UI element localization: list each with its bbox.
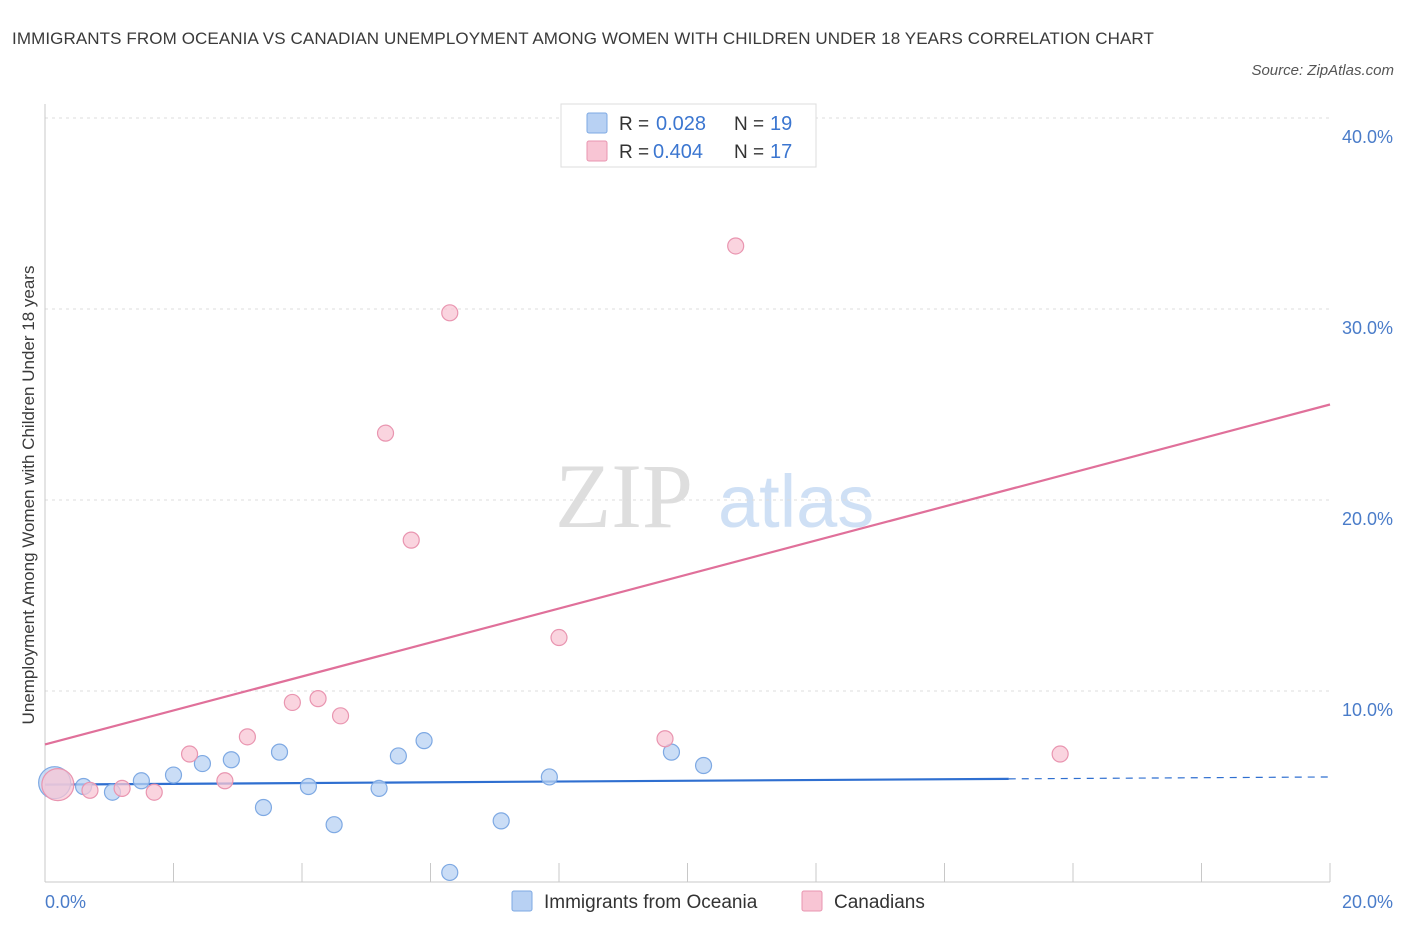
legend-pink-swatch (586, 140, 608, 162)
watermark-atlas: atlas (718, 460, 874, 543)
blue-point-3 (132, 772, 150, 790)
pink-point-15 (727, 237, 745, 255)
x-tick-label-0: 0.0% (45, 892, 86, 912)
grid-lines (45, 117, 1330, 692)
blue-point-7 (254, 798, 273, 817)
y-tick-labels: 10.0% 20.0% 30.0% 40.0% (1342, 127, 1393, 720)
pink-point-8 (309, 690, 327, 708)
legend-blue-swatch (586, 112, 608, 134)
blue-point-18 (694, 756, 713, 775)
pink-point-4 (180, 745, 199, 763)
blue-point-12 (389, 747, 407, 765)
blue-point-9 (299, 777, 318, 796)
pink-point-0 (41, 767, 75, 802)
pink-point-3 (145, 783, 163, 801)
blue-point-5 (193, 754, 212, 773)
y-tick-label-2: 30.0% (1342, 318, 1393, 338)
pink-point-5 (216, 772, 234, 790)
bottom-legend-blue-swatch (511, 890, 533, 912)
pink-point-12 (441, 304, 459, 322)
pink-point-11 (402, 531, 420, 549)
legend-pink-n-label: N = (734, 142, 764, 163)
blue-point-13 (415, 732, 433, 750)
pink-point-6 (238, 728, 256, 746)
bottom-legend-blue-label: Immigrants from Oceania (544, 892, 758, 913)
blue-point-8 (270, 743, 289, 761)
trend-lines (44, 403, 1331, 786)
pink-point-14 (656, 730, 674, 748)
chart-title: IMMIGRANTS FROM OCEANIA VS CANADIAN UNEM… (12, 29, 1154, 48)
legend-pink-n-value: 17 (770, 141, 792, 163)
legend-box: R = 0.028 N = 19 R = 0.404 N = 17 (560, 103, 817, 168)
legend-pink-r-label: R = (619, 142, 649, 163)
blue-point-4 (164, 766, 183, 784)
y-tick-label-0: 10.0% (1342, 700, 1393, 720)
blue-point-6 (222, 751, 240, 769)
blue-point-16 (540, 768, 558, 786)
pink-point-16 (1051, 745, 1069, 763)
pink-point-13 (550, 628, 568, 647)
pink-point-9 (331, 707, 350, 725)
blue-point-14 (441, 863, 459, 882)
legend-blue-n-value: 19 (770, 113, 792, 135)
pink-point-7 (283, 693, 301, 712)
blue-point-10 (325, 816, 343, 834)
pink-point-1 (81, 781, 99, 799)
y-tick-label-3: 40.0% (1342, 127, 1393, 147)
blue-point-11 (370, 779, 388, 798)
legend-blue-r-label: R = (619, 114, 649, 135)
blue-point-15 (492, 812, 510, 830)
x-tick-labels: 0.0% 20.0% (45, 892, 1393, 912)
bottom-legend-pink-swatch (801, 890, 823, 912)
y-tick-label-1: 20.0% (1342, 509, 1393, 529)
blue-trend-extension (1008, 776, 1331, 780)
y-axis-label: Unemployment Among Women with Children U… (19, 266, 38, 725)
legend-blue-r-value: 0.028 (656, 113, 706, 135)
legend-pink-r-value: 0.404 (653, 141, 703, 163)
axes (44, 104, 1331, 883)
bottom-legend-pink-label: Canadians (834, 892, 925, 913)
blue-trend-line (44, 777, 1009, 786)
source-label: Source: ZipAtlas.com (1251, 62, 1394, 79)
legend-blue-n-label: N = (734, 114, 764, 135)
x-tick-label-1: 20.0% (1342, 892, 1393, 912)
pink-point-2 (113, 779, 131, 798)
pink-point-10 (376, 424, 395, 442)
bottom-legend: Immigrants from Oceania Canadians (511, 890, 925, 913)
data-points (38, 237, 1069, 882)
watermark-zip: ZIP (555, 445, 693, 547)
pink-trend-line (44, 403, 1331, 746)
